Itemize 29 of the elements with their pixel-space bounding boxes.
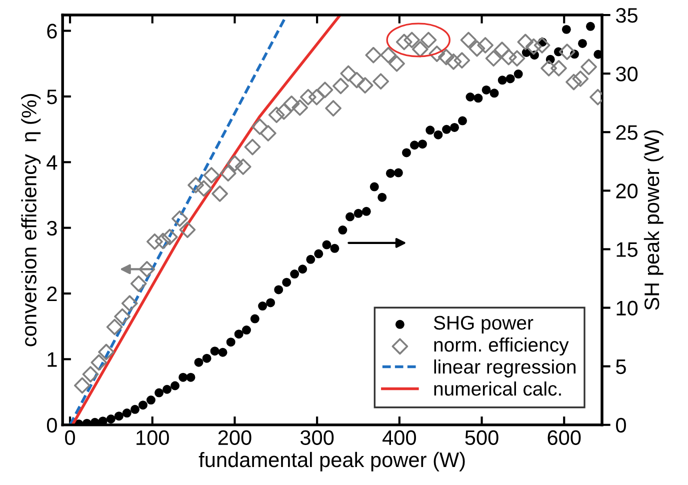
y2-tick-label: 25: [616, 125, 638, 140]
x-tick-label: 300: [300, 430, 334, 446]
x-tick-label: 500: [465, 430, 498, 446]
legend-label: numerical calc.: [434, 381, 561, 396]
y-tick-label: 0: [46, 418, 57, 433]
legend-label: linear regression: [434, 359, 576, 378]
y-tick-label: 6: [47, 24, 57, 39]
y-axis-title: conversion efficiency η (%): [21, 94, 41, 346]
y2-tick-label: 20: [616, 184, 638, 198]
y2-tick-label: 5: [616, 360, 626, 374]
y2-tick-label: 0: [616, 418, 626, 433]
y-tick-label: 4: [46, 155, 58, 170]
y2-tick-label: 10: [616, 300, 638, 316]
y-tick-label: 5: [46, 90, 57, 104]
legend-label: norm. efficiency: [434, 337, 569, 356]
x-tick-label: 200: [218, 430, 252, 446]
x-axis-title: fundamental peak power (W): [198, 452, 465, 472]
x-tick-label: 0: [65, 430, 75, 446]
x-tick-label: 400: [382, 430, 416, 446]
y-tick-label: 3: [46, 220, 57, 236]
y2-tick-label: 35: [616, 8, 638, 23]
y2-tick-label: 15: [616, 242, 638, 257]
legend-label: SHG power: [434, 316, 534, 334]
y-tick-label: 2: [47, 286, 57, 302]
y2-axis-title: SH peak power (W): [644, 130, 664, 310]
y2-tick-label: 30: [616, 66, 638, 82]
y-tick-label: 1: [48, 352, 57, 367]
x-tick-label: 100: [136, 430, 169, 446]
x-tick-label: 600: [548, 430, 581, 446]
